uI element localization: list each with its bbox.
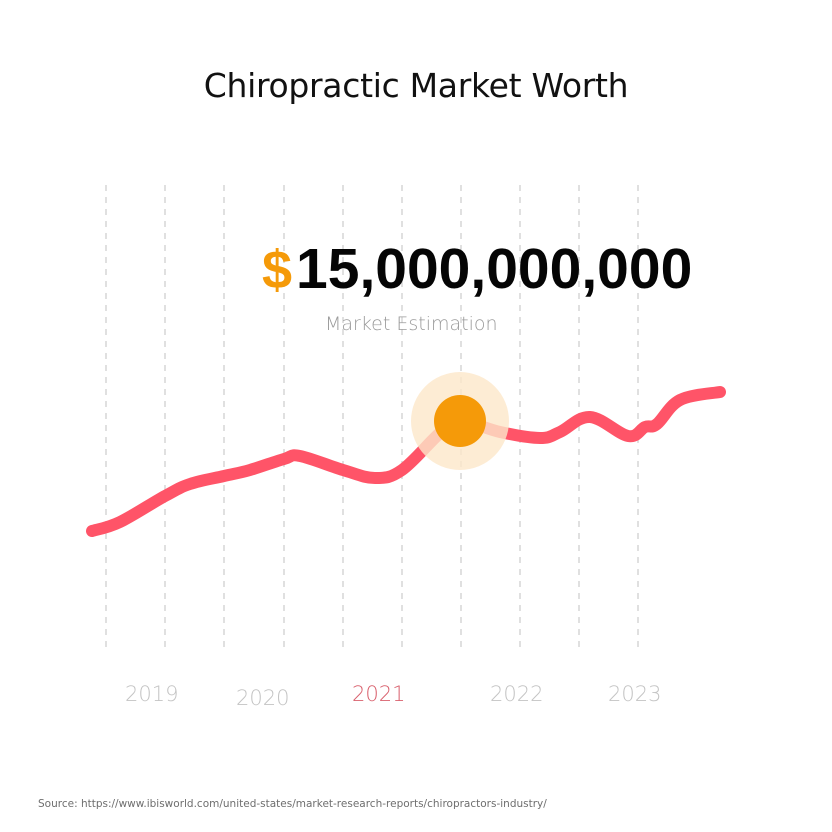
year-label-2023: 2023 xyxy=(608,682,662,706)
market-value-headline: $15,000,000,000 xyxy=(262,236,692,303)
year-label-2020: 2020 xyxy=(236,686,290,710)
year-label-2021: 2021 xyxy=(352,682,406,706)
chart-title: Chiropractic Market Worth xyxy=(203,66,629,105)
year-label-2022: 2022 xyxy=(490,682,544,706)
dollar-icon: $ xyxy=(262,240,293,300)
highlight-marker[interactable] xyxy=(434,395,486,447)
market-value-caption: Market Estimation xyxy=(325,313,498,335)
source-citation: Source: https://www.ibisworld.com/united… xyxy=(38,798,547,810)
year-label-2019: 2019 xyxy=(125,682,179,706)
market-value: 15,000,000,000 xyxy=(296,237,693,301)
gridlines xyxy=(105,185,639,648)
trend-line xyxy=(86,386,726,537)
